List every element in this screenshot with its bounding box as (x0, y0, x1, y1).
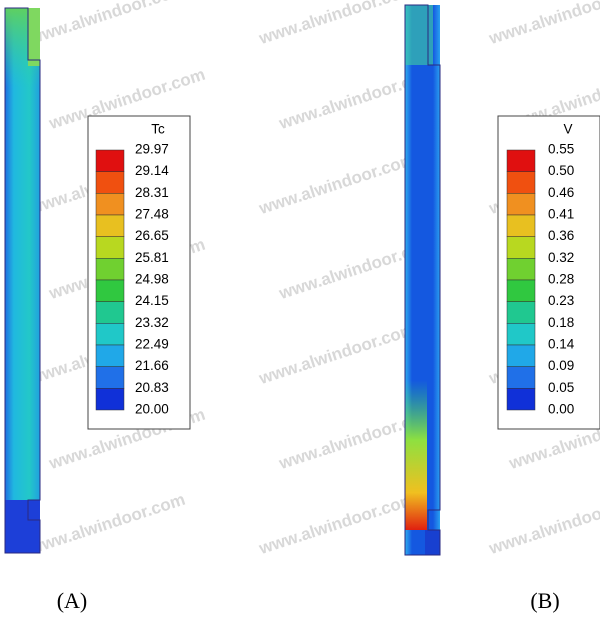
legend-title: Tc (151, 122, 165, 137)
watermark: www.alwindoor.com (486, 0, 600, 48)
legend-label: 21.66 (135, 358, 169, 373)
color-band (95, 149, 125, 172)
watermark: www.alwindoor.com (26, 490, 188, 559)
legend-label: 0.00 (548, 402, 574, 417)
color-band (506, 149, 536, 172)
color-band (95, 279, 125, 302)
color-band (95, 214, 125, 237)
legend-label: 29.14 (135, 163, 169, 178)
watermark: www.alwindoor.com (486, 490, 600, 559)
color-band (506, 279, 536, 302)
legend-label: 0.09 (548, 358, 574, 373)
color-band (506, 171, 536, 194)
color-band (95, 193, 125, 216)
legend-label: 0.14 (548, 337, 575, 352)
legend-label: 0.36 (548, 228, 574, 243)
legend-title: V (563, 122, 572, 137)
legend-label: 0.18 (548, 315, 574, 330)
legend-label: 24.15 (135, 293, 169, 308)
legend-label: 0.46 (548, 185, 574, 200)
legend-label: 29.97 (135, 142, 169, 157)
color-band (506, 236, 536, 259)
color-band (506, 388, 536, 411)
color-band (95, 323, 125, 346)
color-band (95, 171, 125, 194)
color-band (506, 214, 536, 237)
color-band (506, 366, 536, 389)
color-band (95, 366, 125, 389)
color-band (95, 301, 125, 324)
color-band (506, 344, 536, 367)
legend-label: 25.81 (135, 250, 169, 265)
legend-b: V 0.55 0.50 0.46 0.41 0.36 0.32 0.28 0.23 0.18 0.1… (497, 115, 600, 430)
legend-label: 0.41 (548, 207, 574, 222)
panel-label: (A) (57, 588, 88, 613)
legend-label: 0.55 (548, 142, 574, 157)
legend-label: 0.50 (548, 163, 574, 178)
legend-label: 23.32 (135, 315, 169, 330)
watermark: www.alwindoor.com (256, 0, 418, 48)
color-band (506, 323, 536, 346)
contour-a (4, 7, 41, 554)
legend-label: 27.48 (135, 207, 169, 222)
watermark: www.alwindoor.com (256, 490, 418, 559)
panel-label: (B) (530, 588, 559, 613)
legend-a: Tc 29.97 29.14 28.31 27.48 26.65 25.81 24.98 24.… (87, 115, 191, 430)
color-band (506, 258, 536, 281)
watermark: www.alwindoor.com (256, 150, 418, 219)
watermark: www.alwindoor.com (256, 320, 418, 389)
color-band (95, 236, 125, 259)
color-band (506, 193, 536, 216)
color-band (95, 258, 125, 281)
color-band (506, 301, 536, 324)
color-band (95, 344, 125, 367)
legend-label: 0.05 (548, 380, 574, 395)
watermark: www.alwindoor.com (26, 0, 188, 48)
color-band (95, 388, 125, 411)
legend-label: 22.49 (135, 337, 169, 352)
legend-label: 20.83 (135, 380, 169, 395)
legend-label: 0.32 (548, 250, 574, 265)
contour-b (404, 4, 441, 556)
legend-label: 28.31 (135, 185, 169, 200)
legend-label: 26.65 (135, 228, 169, 243)
legend-label: 0.23 (548, 293, 574, 308)
legend-label: 0.28 (548, 272, 574, 287)
legend-label: 20.00 (135, 402, 169, 417)
legend-label: 24.98 (135, 272, 169, 287)
